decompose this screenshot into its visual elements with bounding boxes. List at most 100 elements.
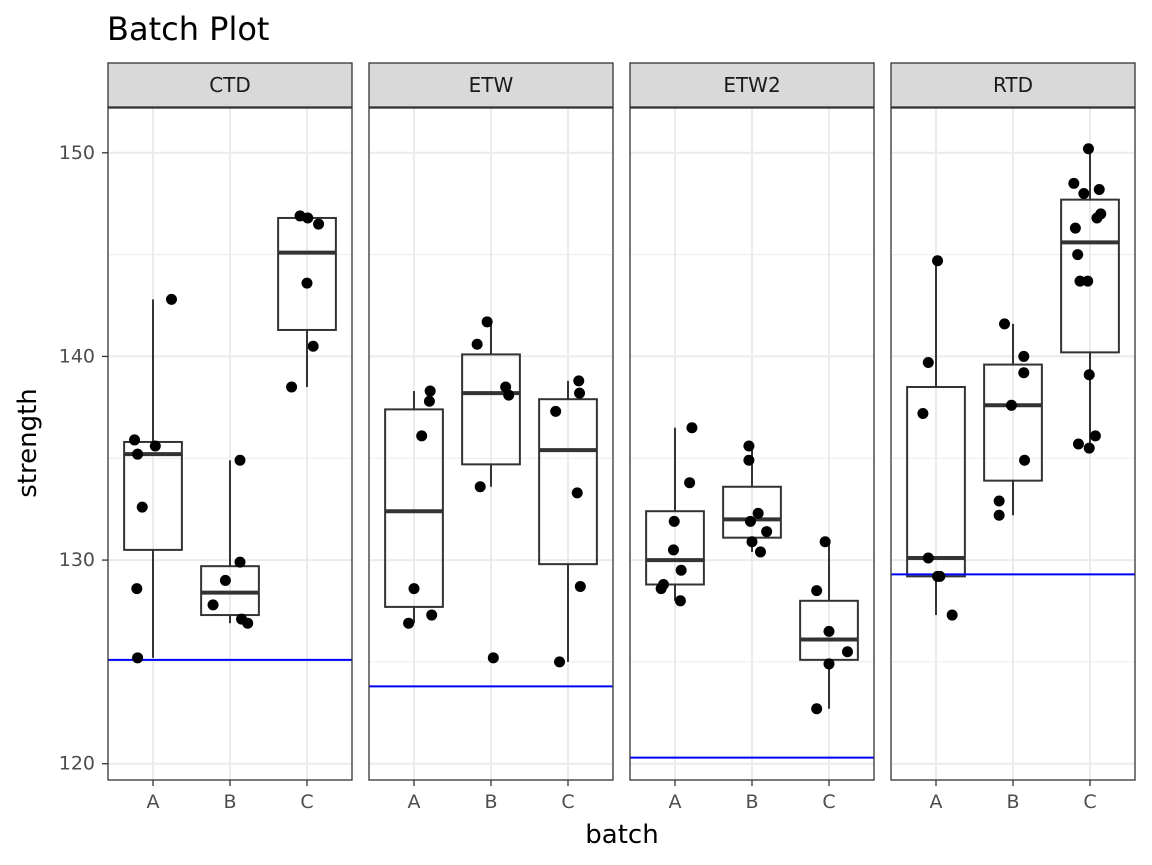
data-point: [932, 255, 944, 267]
data-point: [571, 487, 583, 499]
box-body: [1060, 198, 1120, 354]
data-point: [242, 617, 254, 629]
x-tick-label: C: [300, 791, 313, 813]
facet-strip-label: ETW: [469, 73, 514, 97]
box-a: [384, 391, 444, 624]
facet-strip: [890, 62, 1136, 108]
data-point: [1072, 249, 1084, 261]
data-point: [1019, 454, 1031, 466]
data-point: [234, 556, 246, 568]
facet-strip: [107, 62, 353, 108]
data-point: [999, 318, 1011, 330]
box-body: [983, 363, 1043, 482]
facet-panel-etw2: ETW2 A B C: [629, 62, 875, 813]
x-tick-label: A: [147, 791, 160, 813]
data-point: [286, 381, 298, 393]
box-a: [645, 427, 705, 601]
x-tick-label: B: [223, 791, 236, 813]
data-point: [132, 448, 144, 460]
data-point: [655, 583, 667, 595]
facet-panel-rtd: RTD A B C: [890, 62, 1136, 813]
x-tick-label: C: [1083, 791, 1096, 813]
data-point: [686, 422, 698, 434]
data-point: [424, 385, 436, 397]
data-point: [1068, 177, 1080, 189]
data-point: [823, 658, 835, 670]
data-point: [811, 703, 823, 715]
x-tick-label: B: [484, 791, 497, 813]
box-body: [200, 565, 260, 617]
x-tick-label: B: [1006, 791, 1019, 813]
data-point: [946, 609, 958, 621]
data-point: [307, 340, 319, 352]
data-point: [416, 430, 428, 442]
data-point: [487, 652, 499, 664]
box-c: [538, 380, 598, 662]
data-point: [684, 477, 696, 489]
data-point: [1069, 222, 1081, 234]
x-tick-label: C: [822, 791, 835, 813]
data-point: [550, 405, 562, 417]
data-point: [934, 570, 946, 582]
chart-title: Batch Plot: [107, 10, 269, 48]
x-axis-title: batch: [585, 820, 658, 850]
y-axis-title: strength: [13, 388, 43, 498]
y-tick-label: 120: [59, 753, 95, 775]
data-point: [993, 509, 1005, 521]
data-point: [1082, 275, 1094, 287]
data-point: [149, 440, 161, 452]
data-point: [503, 389, 515, 401]
data-point: [1082, 143, 1094, 155]
data-point: [129, 434, 141, 446]
data-point: [743, 440, 755, 452]
data-point: [744, 515, 756, 527]
data-point: [207, 599, 219, 611]
data-point: [234, 454, 246, 466]
data-point: [474, 481, 486, 493]
data-point: [674, 595, 686, 607]
data-point: [426, 609, 438, 621]
data-point: [761, 526, 773, 538]
data-point: [301, 277, 313, 289]
box-body: [645, 510, 705, 586]
data-point: [922, 552, 934, 564]
data-point: [219, 574, 231, 586]
data-point: [1005, 399, 1017, 411]
data-point: [754, 546, 766, 558]
data-point: [573, 375, 585, 387]
box-b: [200, 460, 260, 624]
y-tick-label: 140: [59, 345, 95, 367]
data-point: [917, 407, 929, 419]
y-axis: 120 130 140 150: [59, 142, 108, 775]
data-point: [313, 218, 325, 230]
data-point: [1018, 367, 1030, 379]
data-point: [165, 293, 177, 305]
data-point: [403, 617, 415, 629]
data-point: [1083, 369, 1095, 381]
box-body: [538, 398, 598, 566]
data-point: [132, 652, 144, 664]
data-point: [1018, 350, 1030, 362]
data-point: [1074, 275, 1086, 287]
box-body: [461, 353, 521, 466]
data-point: [1093, 183, 1105, 195]
box-body: [384, 408, 444, 608]
data-point: [746, 536, 758, 548]
data-point: [1078, 188, 1090, 200]
x-tick-label: B: [745, 791, 758, 813]
data-point: [922, 357, 934, 369]
data-point: [1091, 212, 1103, 224]
data-point: [1083, 442, 1095, 454]
data-point: [131, 583, 143, 595]
x-tick-label: A: [669, 791, 682, 813]
data-point: [823, 625, 835, 637]
data-point: [408, 583, 420, 595]
data-point: [841, 646, 853, 658]
data-point: [675, 564, 687, 576]
y-tick-label: 130: [59, 549, 95, 571]
data-point: [667, 544, 679, 556]
data-point: [554, 656, 566, 668]
data-point: [302, 212, 314, 224]
data-point: [752, 507, 764, 519]
